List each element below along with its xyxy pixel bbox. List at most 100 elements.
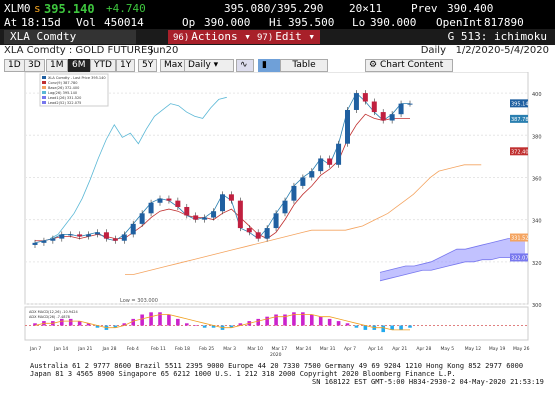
candle-body: [130, 223, 136, 235]
macd-bar: [77, 321, 82, 326]
macd-bar: [274, 314, 278, 326]
prev-value: 390.400: [447, 2, 494, 15]
open-value: 390.000: [204, 16, 251, 29]
table-button[interactable]: Table: [280, 59, 328, 72]
candle-body: [95, 232, 100, 235]
candle-body: [193, 215, 199, 220]
x-tick-label: May 19: [489, 346, 506, 352]
macd-bar: [327, 318, 332, 326]
frequency-select[interactable]: Daily ▾: [184, 59, 234, 72]
macd-bar: [211, 325, 216, 328]
x-tick-label: Apr 21: [392, 346, 407, 352]
edit-label: Edit: [275, 30, 302, 43]
last-price: 395.140: [44, 2, 95, 16]
macd-signal-line: [34, 314, 410, 331]
macd-legend-entry: ADX MACD(26) -7.4878: [29, 315, 70, 319]
candle-body: [59, 234, 65, 239]
x-tick-label: Mar 3: [223, 346, 236, 352]
candle-body: [264, 228, 270, 239]
candle-body: [202, 217, 208, 220]
range-1m-button[interactable]: 1M: [46, 59, 68, 72]
candle-body: [157, 198, 163, 203]
candle-body: [220, 194, 225, 212]
legend-box: [39, 73, 109, 107]
macd-bar: [292, 312, 296, 326]
security-name: XLA Comdty : GOLD FUTURES: [4, 45, 154, 56]
price-tag-label: 331.520: [511, 236, 532, 242]
x-tick-label: Jan 21: [77, 346, 92, 352]
macd-bar: [131, 318, 136, 326]
candle-body: [371, 101, 377, 113]
macd-bar: [309, 314, 314, 326]
contract-month: Jun20: [150, 45, 179, 56]
macd-bar: [176, 318, 180, 326]
open-label: Op: [182, 16, 196, 29]
candle-body: [32, 242, 38, 245]
legend-entry: XLA Comdty - Last Price 395.140: [48, 76, 106, 80]
candle-body: [282, 200, 288, 214]
y-tick-label: 340: [532, 219, 542, 225]
x-tick-label: May 5: [441, 346, 455, 352]
macd-bar: [336, 321, 341, 326]
frequency-value: Daily: [188, 60, 211, 70]
x-tick-label: Apr 14: [368, 346, 383, 352]
candle-body: [407, 103, 413, 105]
y-tick-label: 360: [532, 176, 542, 182]
candle-body: [327, 158, 333, 165]
legend-swatch: [42, 96, 46, 99]
macd-bar: [158, 312, 162, 326]
legend-entry: Lead2(52) 322.075: [48, 101, 81, 105]
range-1y-button[interactable]: 1Y: [116, 59, 136, 72]
bid-ask: 395.080/395.290: [224, 2, 324, 15]
macd-bar: [86, 323, 91, 326]
range-5y-button[interactable]: 5Y: [138, 59, 158, 72]
candle-body: [50, 238, 56, 241]
candle-body: [68, 234, 74, 236]
range-6m-button[interactable]: 6M: [68, 59, 90, 72]
candle-body: [228, 194, 234, 201]
ichimoku-chart[interactable]: 400 380 360 340 320 300 395.140 387.780 372.400 3…: [0, 71, 555, 360]
lo-label: Lo: [352, 16, 366, 29]
actions-number: 96): [173, 33, 190, 43]
x-tick-label: Jan 7: [29, 346, 41, 352]
edit-button[interactable]: 97) Edit ▾: [252, 30, 321, 44]
macd-bar: [193, 325, 198, 326]
vol-value: 450014: [104, 16, 144, 29]
candle-body: [318, 158, 324, 172]
ticker[interactable]: XLM0: [4, 2, 31, 15]
candle-body: [398, 103, 404, 115]
range-max-button[interactable]: Max: [160, 59, 187, 72]
candle-body: [273, 213, 279, 229]
candle-body: [353, 93, 359, 110]
macd-bar: [318, 316, 323, 326]
oi-label: OpenInt: [436, 16, 483, 29]
range-1d-button[interactable]: 1D: [4, 59, 25, 72]
legend-entry: Lead1(26) 331.520: [48, 96, 81, 100]
macd-bar: [408, 325, 412, 328]
price-change: +4.740: [106, 2, 146, 15]
x-tick-label: Mar 10: [247, 346, 263, 352]
legend-entry: Base(26) 372.400: [48, 86, 79, 90]
macd-bar: [68, 318, 73, 326]
range-3d-button[interactable]: 3D: [24, 59, 45, 72]
chart-type-icon[interactable]: ∿: [236, 59, 254, 72]
macd-bar: [184, 323, 189, 326]
x-tick-label: Mar 24: [296, 346, 312, 352]
chevron-down-icon: ▾: [213, 60, 219, 70]
quote-header: XLM0 s 395.140 +4.740 395.080/395.290 20…: [0, 0, 555, 45]
legend-swatch: [42, 86, 46, 89]
macd-bar: [202, 325, 207, 328]
candle-body: [362, 93, 368, 102]
macd-bar: [301, 312, 305, 326]
range-ytd-button[interactable]: YTD: [90, 59, 116, 72]
macd-bar: [122, 323, 127, 326]
candle-body: [184, 206, 190, 216]
actions-button[interactable]: 96) Actions ▾: [168, 30, 256, 44]
x-tick-label: Apr 28: [416, 346, 431, 352]
security-field[interactable]: XLA Comdty: [4, 30, 136, 44]
x-tick-label: Feb 11: [151, 346, 166, 352]
macd-bar: [345, 323, 350, 326]
chart-content-button[interactable]: ⚙ Chart Content: [365, 59, 453, 72]
y-tick-label: 400: [532, 92, 542, 98]
candle-body: [246, 228, 252, 233]
